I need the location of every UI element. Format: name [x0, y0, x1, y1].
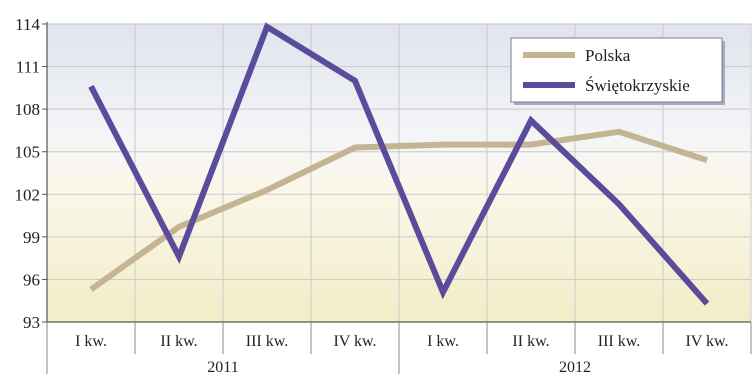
- legend-label-1: Świętokrzyskie: [585, 76, 690, 95]
- legend-label-0: Polska: [585, 46, 631, 65]
- y-tick-label: 105: [15, 143, 41, 162]
- x-tick-label: I kw.: [427, 333, 459, 350]
- y-tick-label: 93: [23, 313, 40, 332]
- legend-box: [510, 37, 723, 103]
- y-tick-label: 108: [15, 100, 41, 119]
- y-tick-label: 114: [15, 15, 40, 34]
- group-label: 2012: [559, 359, 591, 374]
- y-tick-label: 102: [15, 185, 41, 204]
- x-tick-label: III kw.: [598, 333, 641, 350]
- x-tick-label: IV kw.: [333, 333, 376, 350]
- x-tick-label: IV kw.: [685, 333, 728, 350]
- x-axis-ticks: I kw. II kw. III kw. IV kw. I kw. II kw. III k…: [75, 333, 728, 374]
- x-tick-label: II kw.: [512, 333, 549, 350]
- y-tick-label: 111: [16, 58, 40, 77]
- x-tick-label: I kw.: [75, 333, 107, 350]
- series-line-1: [88, 22, 710, 306]
- group-label: 2011: [207, 359, 238, 374]
- y-tick-label: 99: [23, 228, 40, 247]
- x-tick-label: III kw.: [246, 333, 289, 350]
- y-tick-label: 96: [23, 270, 40, 289]
- axes: [42, 22, 752, 374]
- series-lines: [88, 22, 710, 306]
- legend: Polska Świętokrzyskie: [510, 37, 725, 105]
- x-tick-label: II kw.: [160, 333, 197, 350]
- y-axis-ticks: 93 96 99 102 105 108 111 114: [15, 15, 41, 332]
